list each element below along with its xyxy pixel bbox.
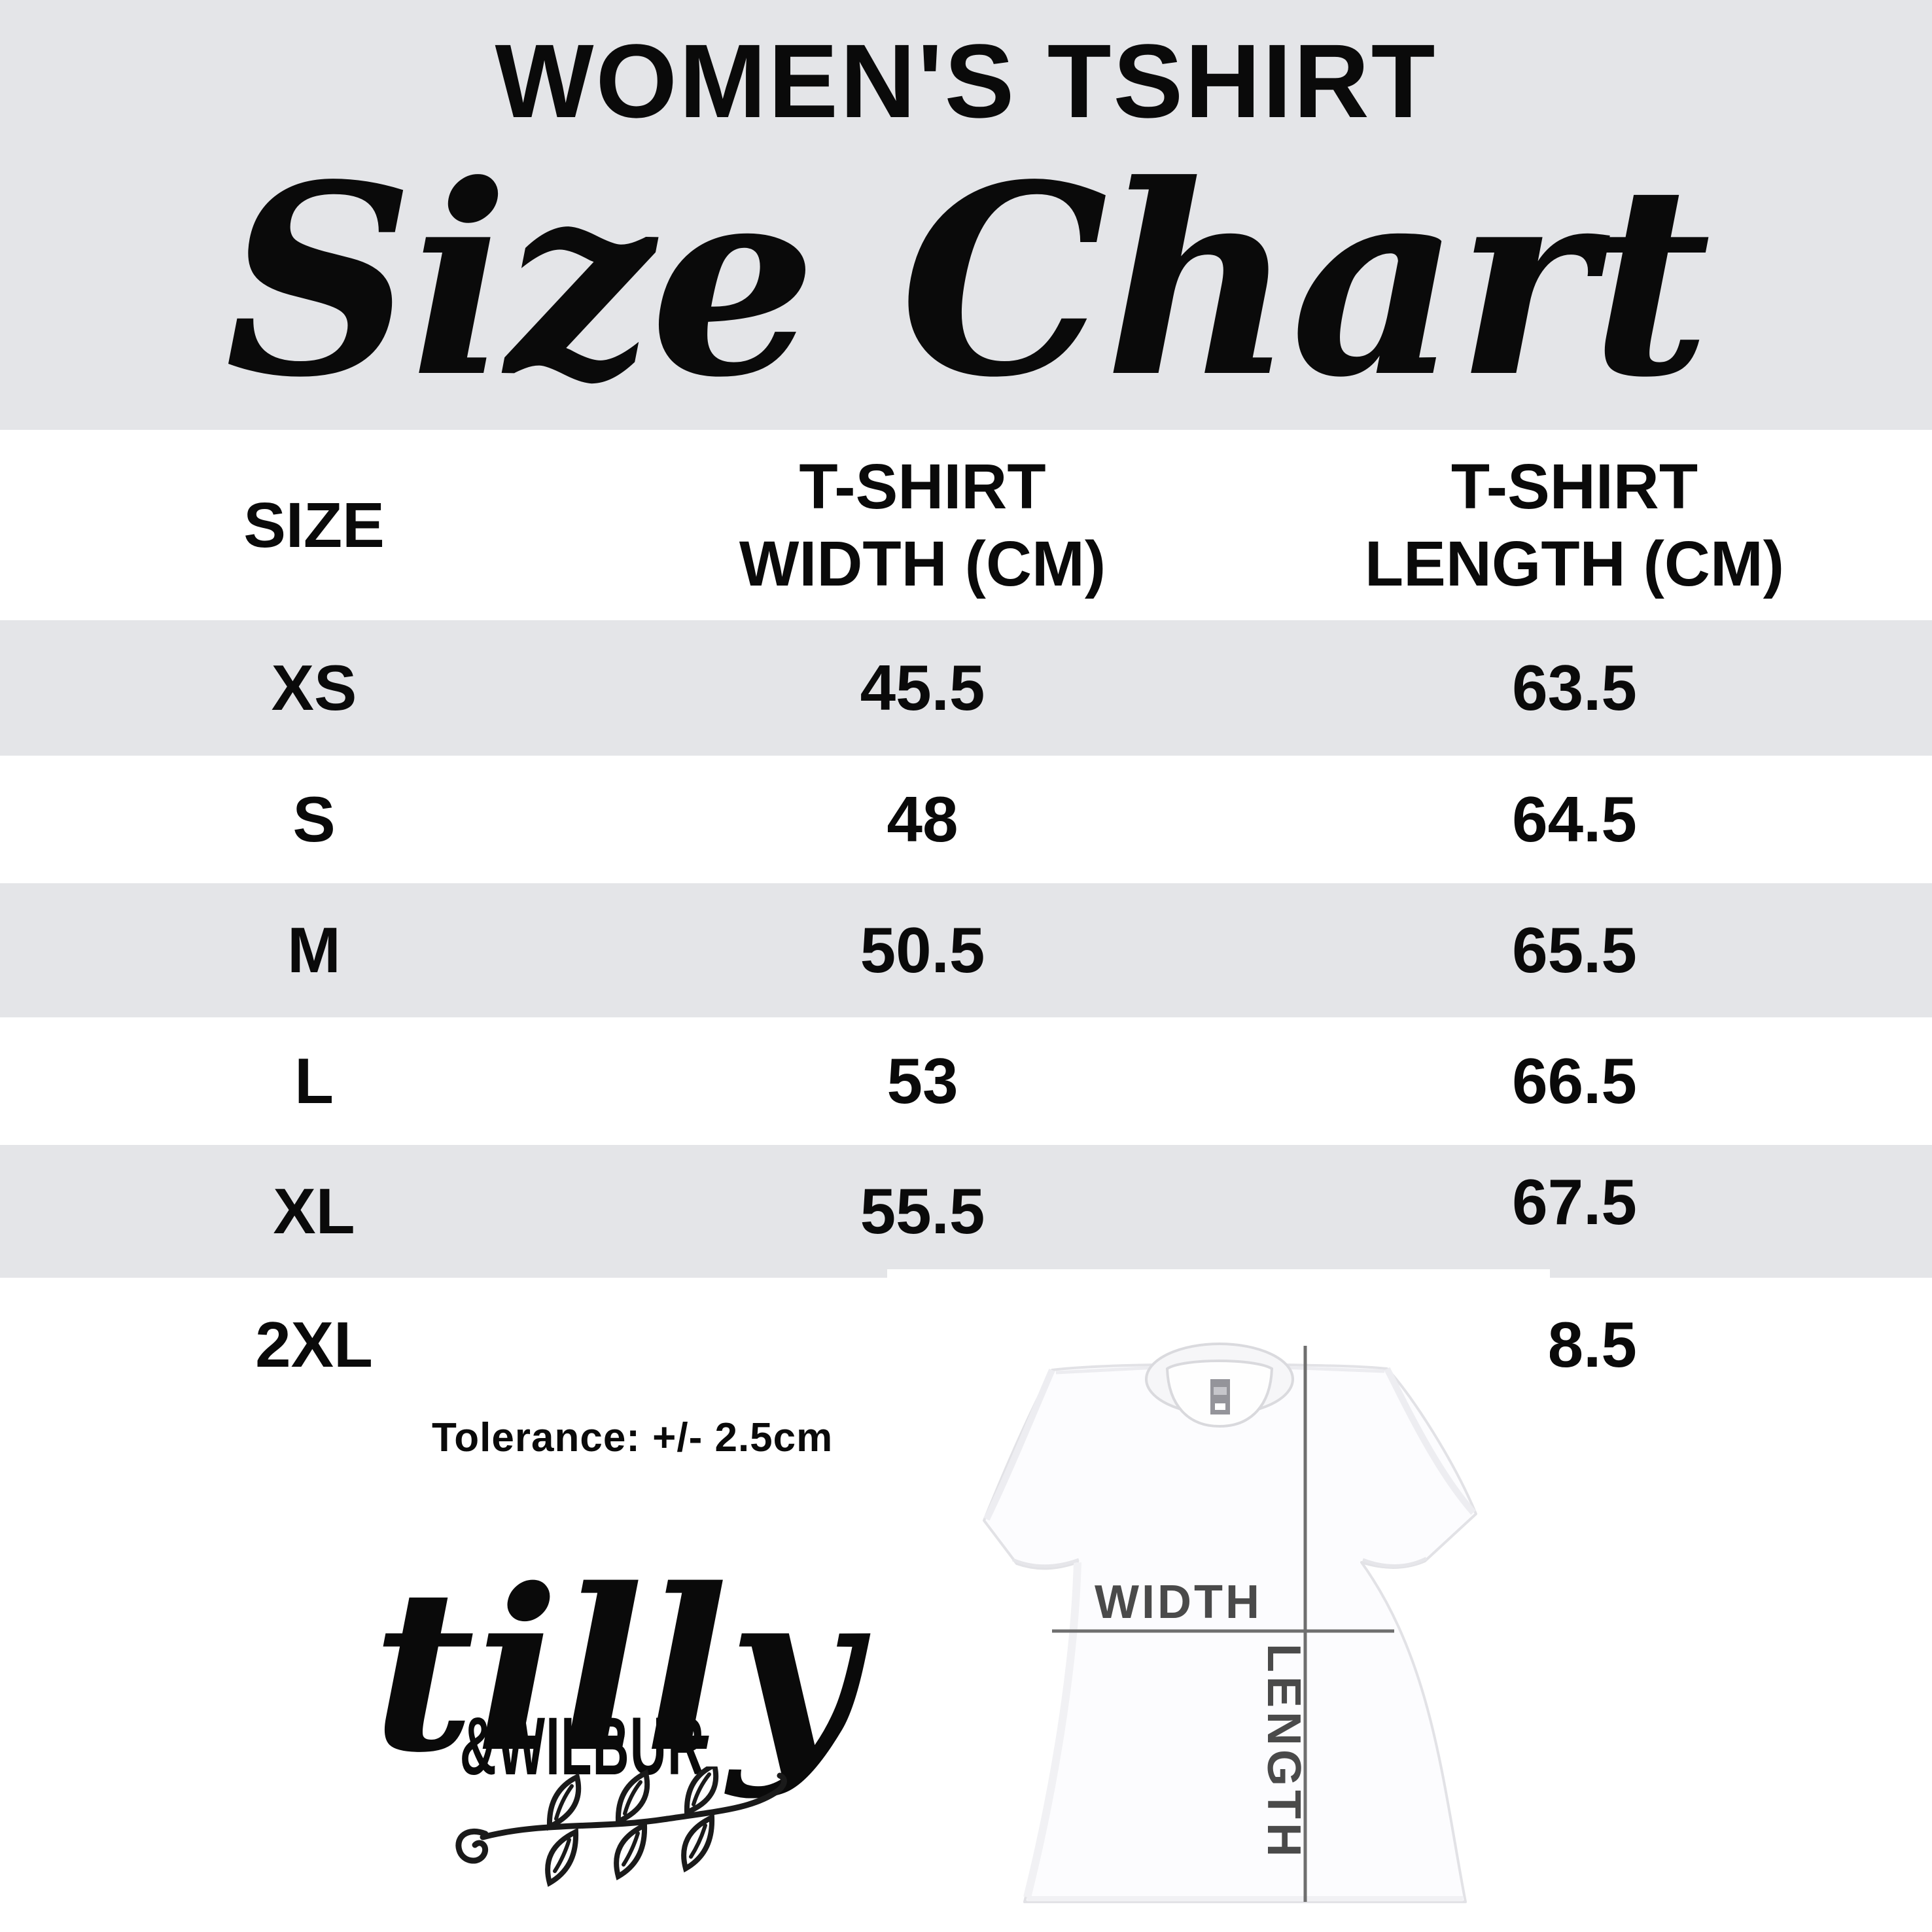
width-cell: 55.5 [860,1175,985,1247]
neck-label-tag [1210,1379,1230,1414]
column-header-width-line1: T-SHIRT [799,450,1046,522]
width-cell: 53 [887,1045,958,1117]
column-header-width: T-SHIRT WIDTH (CM) [628,448,1217,603]
logo-script-text: tilly [372,1541,858,1802]
table-row-s: S 48 64.5 [0,756,1932,883]
size-cell: XS [271,652,357,724]
length-label: LENGTH [1257,1643,1310,1861]
logo-caps-text: &WILBUR [459,1701,705,1792]
column-header-width-line2: WIDTH (CM) [739,527,1106,599]
size-cell: XL [273,1175,355,1247]
table-row-m: M 50.5 65.5 [0,883,1932,1017]
width-cell: 45.5 [860,652,985,724]
width-cell: 50.5 [860,914,985,986]
length-cell: 67.5 [1512,1166,1637,1238]
length-cell: 65.5 [1512,914,1637,986]
length-cell: 64.5 [1512,783,1637,855]
tolerance-note: Tolerance: +/- 2.5cm [432,1415,834,1460]
tshirt-photo [983,1343,1477,1903]
size-cell: S [292,783,336,855]
table-row-l: L 53 66.5 [0,1017,1932,1145]
table-row-xs: XS 45.5 63.5 [0,620,1932,756]
size-cell: 2XL [255,1308,373,1380]
page-title: Size Chart [224,128,1712,435]
width-cell: 48 [887,783,958,855]
size-cell: M [287,914,341,986]
logo-branch-icon [455,1766,787,1888]
column-header-size: SIZE [0,487,628,564]
length-cell: 63.5 [1512,652,1637,724]
length-cell: 66.5 [1512,1045,1637,1117]
page-kicker: WOMEN'S TSHIRT [495,22,1437,139]
size-cell: L [294,1045,334,1117]
column-header-size-line1: SIZE [243,489,385,561]
table-header-row: SIZE T-SHIRT WIDTH (CM) T-SHIRT LENGTH (… [0,430,1932,620]
column-header-length-line1: T-SHIRT [1450,450,1698,522]
width-label: WIDTH [1095,1576,1262,1628]
tshirt-measurement-diagram: WIDTH LENGTH [887,1269,1550,1932]
header-banner [0,0,1932,430]
table-row-xl: XL 55.5 67.5 [0,1145,1932,1278]
column-header-length-line2: LENGTH (CM) [1364,527,1785,599]
column-header-length: T-SHIRT LENGTH (CM) [1217,448,1932,603]
